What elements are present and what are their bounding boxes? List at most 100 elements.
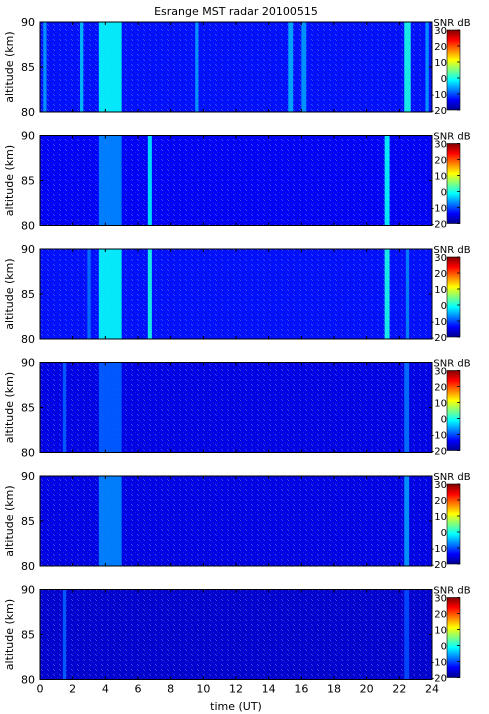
y-axis-label: altitude (km) — [3, 145, 16, 216]
colorbar-tick-label: -20 — [431, 560, 447, 571]
echo-band — [147, 135, 152, 226]
y-tick-label: 90 — [21, 16, 35, 29]
colorbar-tick-label: 30 — [434, 26, 447, 37]
colorbar-tick-label: -20 — [431, 674, 447, 685]
colorbar-gradient — [446, 143, 461, 224]
echo-band — [195, 22, 199, 112]
x-tick-label: 0 — [37, 683, 44, 696]
colorbar-label: SNR dB — [433, 132, 470, 143]
colorbar-gradient — [446, 256, 461, 338]
y-tick-label: 85 — [21, 61, 35, 74]
colorbar-gradient — [446, 370, 461, 451]
x-tick-label: 4 — [102, 683, 109, 696]
colorbar-tick-label: -20 — [431, 220, 447, 231]
y-tick-label: 85 — [21, 515, 35, 528]
colorbar-tick-label: 10 — [434, 285, 447, 296]
y-tick-label: 90 — [21, 357, 35, 370]
colorbar-gradient — [446, 597, 461, 678]
colorbar-gradient — [446, 483, 461, 565]
x-tick-label: 22 — [392, 683, 406, 696]
echo-band — [98, 135, 122, 226]
echo-band — [147, 249, 152, 339]
y-axis-label: altitude (km) — [3, 258, 16, 329]
colorbar-tick-label: 20 — [434, 269, 447, 280]
x-axis-label: time (UT) — [210, 700, 262, 713]
echo-band — [404, 589, 410, 680]
colorbar-tick-label: 30 — [434, 367, 447, 378]
x-tick-label: 24 — [425, 683, 439, 696]
colorbar-tick-label: 0 — [441, 74, 447, 85]
colorbar-tick-label: -10 — [431, 544, 447, 555]
colorbar-tick-label: -10 — [431, 90, 447, 101]
y-tick-label: 80 — [21, 447, 35, 460]
colorbar-tick-label: -20 — [431, 333, 447, 344]
x-tick-label: 14 — [262, 683, 276, 696]
colorbar-tick-label: 20 — [434, 42, 447, 53]
colorbar-tick-label: 20 — [434, 156, 447, 167]
colorbar-label: SNR dB — [433, 586, 470, 597]
y-tick-label: 85 — [21, 288, 35, 301]
y-tick-label: 80 — [21, 220, 35, 233]
y-axis-label: altitude (km) — [3, 372, 16, 443]
y-axis-label: altitude (km) — [3, 599, 16, 670]
x-tick-label: 16 — [294, 683, 308, 696]
colorbar-label: SNR dB — [433, 472, 470, 483]
colorbar-tick-label: 30 — [434, 253, 447, 264]
echo-band — [87, 249, 91, 339]
colorbar-tick-label: 30 — [434, 594, 447, 605]
colorbar-tick-label: 30 — [434, 480, 447, 491]
colorbar-label: SNR dB — [433, 18, 470, 29]
echo-band — [404, 476, 410, 566]
colorbar-tick-label: -20 — [431, 106, 447, 117]
x-tick-label: 10 — [196, 683, 210, 696]
y-axis-label: altitude (km) — [3, 31, 16, 102]
echo-band — [384, 249, 390, 339]
colorbar-tick-label: -20 — [431, 447, 447, 458]
y-tick-label: 90 — [21, 243, 35, 256]
colorbar-tick-label: 30 — [434, 140, 447, 151]
colorbar-tick-label: 20 — [434, 496, 447, 507]
echo-band — [404, 22, 411, 112]
colorbar-tick-label: 0 — [441, 642, 447, 653]
y-tick-label: 90 — [21, 470, 35, 483]
x-tick-label: 6 — [135, 683, 142, 696]
colorbar-tick-label: -10 — [431, 658, 447, 669]
echo-band — [405, 249, 410, 339]
y-tick-label: 80 — [21, 333, 35, 346]
echo-band — [98, 476, 122, 566]
colorbar-tick-label: 10 — [434, 399, 447, 410]
x-tick-label: 18 — [327, 683, 341, 696]
x-tick-label: 2 — [69, 683, 76, 696]
echo-band — [384, 135, 390, 226]
echo-band — [404, 362, 410, 453]
colorbar-tick-label: 0 — [441, 188, 447, 199]
echo-band — [288, 22, 294, 112]
colorbar-tick-label: -10 — [431, 317, 447, 328]
echo-band — [62, 362, 67, 453]
colorbar-tick-label: -10 — [431, 204, 447, 215]
y-tick-label: 85 — [21, 402, 35, 415]
colorbar-tick-label: -10 — [431, 431, 447, 442]
y-tick-label: 85 — [21, 629, 35, 642]
colorbar-tick-label: 0 — [441, 528, 447, 539]
y-tick-label: 80 — [21, 560, 35, 573]
colorbar-tick-label: 10 — [434, 512, 447, 523]
echo-band — [43, 22, 47, 112]
x-tick-label: 20 — [360, 683, 374, 696]
echo-band — [80, 22, 84, 112]
x-tick-label: 12 — [229, 683, 243, 696]
colorbar-tick-label: 10 — [434, 172, 447, 183]
